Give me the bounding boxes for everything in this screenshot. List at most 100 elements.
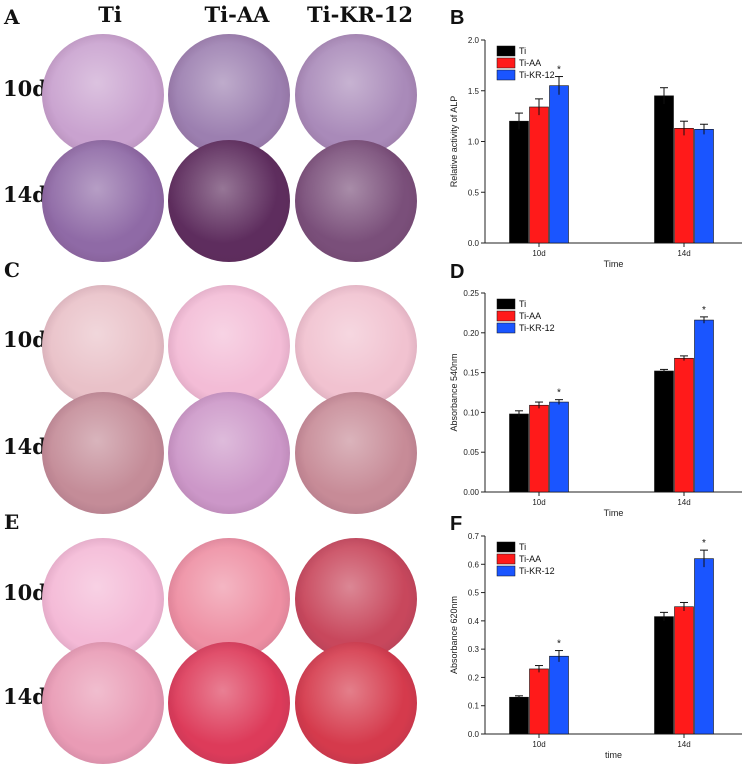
x-axis-label: Time [604,259,624,269]
legend-label-ti: Ti [519,542,526,552]
y-tick-label: 0.5 [468,589,480,598]
legend-label-ti-aa: Ti-AA [519,58,541,68]
column-label-ti: Ti [98,2,122,27]
panel-letter-c: C [4,258,20,282]
y-tick-label: 0.15 [463,369,479,378]
y-axis-label: Relative activity of ALP [449,96,459,188]
bar-ti-14d [654,95,674,244]
stained-dish-a-14d-2 [168,140,290,262]
y-tick-label: 1.5 [468,87,480,96]
stained-dish-e-14d-2 [168,642,290,764]
y-tick-label: 2.0 [468,36,480,45]
significance-mark: * [557,639,561,650]
x-axis-label: time [605,750,622,760]
panel-letter-a: A [4,5,20,29]
panel-letter-f: F [450,513,462,535]
legend-label-ti-aa: Ti-AA [519,311,541,321]
y-tick-label: 0.6 [468,560,480,569]
bar-ti-kr-12-14d [694,319,714,493]
x-tick-label: 14d [677,740,690,749]
bar-ti-kr-12-14d [694,558,714,735]
y-tick-label: 0.20 [463,329,479,338]
column-label-ti-aa: Ti-AA [204,2,270,27]
bar-ti-kr-12-10d [549,401,569,493]
bar-ti-aa-14d [674,357,694,493]
significance-mark: * [702,305,706,316]
y-axis-label: Absorbance 540nm [449,353,459,431]
row-label-14d: 14d [3,182,47,207]
y-tick-label: 1.0 [468,138,480,147]
stained-dish-a-10d-3 [295,34,417,156]
row-label-14d: 14d [3,434,47,459]
y-tick-label: 0.5 [468,188,480,197]
stained-dish-a-10d-1 [42,34,164,156]
legend-label-ti-aa: Ti-AA [519,554,541,564]
x-tick-label: 10d [532,740,545,749]
bar-ti-10d [509,696,529,735]
y-tick-label: 0.3 [468,645,480,654]
row-label-10d: 10d [3,76,47,101]
bar-ti-aa-14d [674,128,694,244]
x-tick-label: 14d [677,249,690,258]
x-tick-label: 10d [532,249,545,258]
stained-dish-e-10d-1 [42,538,164,660]
y-tick-label: 0.2 [468,673,480,682]
bar-ti-aa-14d [674,606,694,735]
legend-label-ti-kr-12: Ti-KR-12 [519,70,555,80]
significance-mark: * [702,538,706,549]
stained-dish-a-10d-2 [168,34,290,156]
stained-dish-a-14d-3 [295,140,417,262]
x-tick-label: 10d [532,498,545,507]
stained-dish-c-10d-1 [42,285,164,407]
x-tick-label: 14d [677,498,690,507]
bar-ti-kr-12-10d [549,655,569,735]
legend-swatch-ti-aa [496,57,516,69]
legend-swatch-ti-aa [496,310,516,322]
bar-ti-kr-12-14d [694,129,714,244]
significance-mark: * [557,388,561,399]
bar-ti-aa-10d [529,668,549,735]
legend-label-ti-kr-12: Ti-KR-12 [519,323,555,333]
legend-swatch-ti-kr-12 [496,69,516,81]
y-tick-label: 0.0 [468,239,480,248]
bar-ti-10d [509,120,529,244]
stained-dish-c-14d-2 [168,392,290,514]
row-label-14d: 14d [3,684,47,709]
stained-dish-c-14d-3 [295,392,417,514]
legend-swatch-ti [496,541,516,553]
stained-dish-e-10d-3 [295,538,417,660]
y-tick-label: 0.10 [463,408,479,417]
row-label-10d: 10d [3,580,47,605]
stained-dish-e-10d-2 [168,538,290,660]
legend-swatch-ti-aa [496,553,516,565]
legend-swatch-ti-kr-12 [496,322,516,334]
panel-letter-b: B [450,7,464,29]
bar-ti-10d [509,413,529,493]
bar-ti-kr-12-10d [549,85,569,244]
y-tick-label: 0.25 [463,289,479,298]
column-label-ti-kr-12: Ti-KR-12 [307,2,413,27]
panel-letter-e: E [4,510,20,534]
stained-dish-c-10d-2 [168,285,290,407]
y-tick-label: 0.7 [468,532,480,541]
stained-dish-c-14d-1 [42,392,164,514]
bar-ti-14d [654,616,674,735]
stained-dish-e-14d-1 [42,642,164,764]
bar-ti-aa-10d [529,106,549,244]
x-axis-label: Time [604,508,624,518]
bar-ti-aa-10d [529,404,549,493]
legend-label-ti: Ti [519,299,526,309]
legend-swatch-ti [496,298,516,310]
stained-dish-e-14d-3 [295,642,417,764]
row-label-10d: 10d [3,327,47,352]
legend-label-ti: Ti [519,46,526,56]
y-tick-label: 0.1 [468,702,480,711]
stained-dish-c-10d-3 [295,285,417,407]
bar-ti-14d [654,370,674,493]
panel-letter-d: D [450,261,464,283]
y-tick-label: 0.4 [468,617,480,626]
significance-mark: * [557,65,561,76]
y-tick-label: 0.00 [463,488,479,497]
legend-swatch-ti [496,45,516,57]
